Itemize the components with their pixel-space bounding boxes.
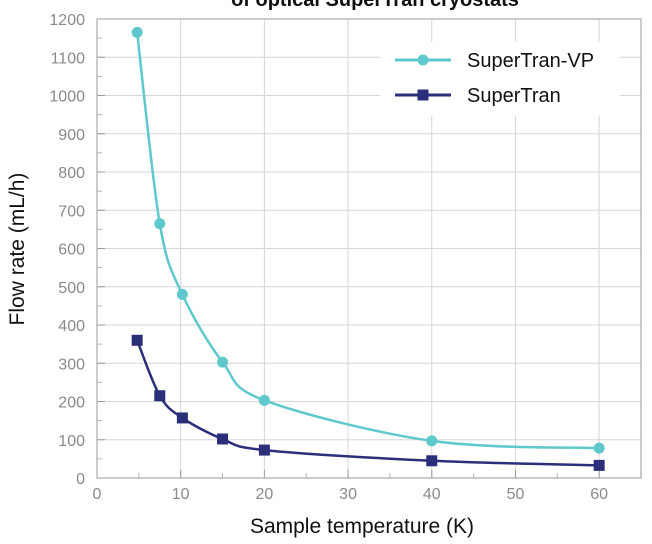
- y-axis-title: Flow rate (mL/h): [6, 173, 29, 326]
- data-point-supertran-vp: [217, 356, 229, 368]
- series: [131, 26, 605, 471]
- data-point-supertran-vp: [426, 435, 438, 447]
- data-point-supertran: [426, 455, 438, 467]
- data-point-supertran-vp: [131, 26, 143, 38]
- y-tick-label: 400: [58, 318, 85, 335]
- legend-label-supertran-vp: SuperTran-VP: [467, 50, 594, 72]
- y-tick-label: 800: [58, 165, 85, 182]
- data-point-supertran: [593, 459, 605, 471]
- data-point-supertran: [258, 444, 270, 456]
- legend: SuperTran-VP SuperTran: [380, 42, 620, 116]
- legend-item-supertran-vp: SuperTran-VP: [395, 50, 594, 72]
- x-tick-labels: 0 10 20 30 40 50 60: [93, 486, 609, 503]
- x-tick-label: 30: [339, 486, 357, 503]
- data-point-supertran: [217, 433, 229, 445]
- y-tick-labels: 0 100 200 300 400 500 600 700 800 900 1000 1100 1200: [49, 12, 85, 488]
- data-point-supertran-vp: [258, 394, 270, 406]
- y-tick-label: 1100: [51, 50, 86, 67]
- legend-marker-supertran-vp: [417, 54, 429, 66]
- data-point-supertran: [131, 334, 143, 346]
- y-tick-label: 900: [58, 127, 85, 144]
- y-tick-label: 300: [58, 356, 85, 373]
- y-tick-label: 700: [58, 203, 85, 220]
- y-tick-label: 500: [58, 280, 85, 297]
- y-tick-label: 1200: [49, 12, 85, 29]
- series-line-supertran-vp: [135, 32, 600, 450]
- x-tick-label: 0: [93, 486, 102, 503]
- y-tick-label: 1000: [49, 89, 85, 106]
- y-tick-label: 100: [58, 433, 85, 450]
- data-point-supertran: [176, 412, 188, 424]
- y-tick-label: 600: [58, 242, 85, 259]
- x-axis-title: Sample temperature (K): [250, 515, 474, 538]
- legend-marker-supertran: [417, 89, 429, 101]
- series-supertran: [131, 334, 605, 471]
- x-tick-label: 20: [255, 486, 273, 503]
- data-point-supertran-vp: [154, 218, 166, 230]
- plot-frame: [96, 18, 642, 479]
- x-tick-label: 10: [172, 486, 190, 503]
- data-point-supertran: [154, 390, 166, 402]
- chart-title: of optical SuperTran cryostats: [231, 0, 519, 11]
- data-point-supertran-vp: [593, 442, 605, 454]
- y-tick-label: 200: [58, 395, 85, 412]
- series-supertran-vp: [131, 26, 605, 454]
- legend-label-supertran: SuperTran: [467, 85, 561, 107]
- x-tick-label: 50: [507, 486, 525, 503]
- x-tick-label: 60: [590, 486, 608, 503]
- legend-item-supertran: SuperTran: [395, 85, 561, 107]
- y-tick-label: 0: [76, 471, 85, 488]
- axes: [96, 18, 642, 479]
- data-point-supertran-vp: [176, 288, 188, 300]
- x-tick-label: 40: [423, 486, 441, 503]
- legend-background: [380, 42, 620, 116]
